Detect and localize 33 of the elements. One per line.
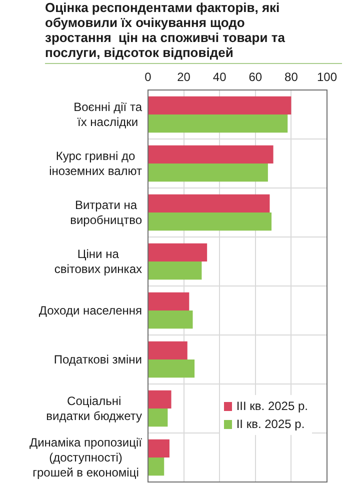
bar [148,458,164,476]
bar [148,194,270,212]
y-tick-label: Податкові зміни [54,352,142,367]
x-tick-label: 80 [284,70,298,84]
x-tick-label: 0 [144,70,152,84]
bar [148,292,190,310]
bar [148,164,268,182]
x-tick-label: 20 [177,70,191,84]
legend-label: III кв. 2025 р. [236,398,308,415]
y-tick-label: Курс гривні до іноземних валют [49,148,142,178]
chart-title: Оцінка респондентами факторів, які обумовили їх очікування щодо зростання цін на споживчі товари та послуги, відсоток відповідей [45,0,286,60]
bar [148,341,188,360]
x-tick-label: 60 [248,70,262,84]
bar [148,114,288,133]
y-tick-label: Динаміка пропозиції (доступності) грошей в економіці [29,435,142,480]
y-tick-label: Соціальні видатки бюджету [46,394,142,424]
bar [148,262,202,280]
bar [148,360,195,378]
bar [148,439,170,458]
y-tick-label: Воєнні дії та їх наслідки [74,100,142,130]
x-tick-label: 40 [212,70,227,84]
bar [148,145,274,164]
y-tick-label: Витрати на виробництво [70,198,142,228]
bar [148,243,208,262]
bar [148,96,292,114]
y-tick-label: Доходи населення [38,303,142,318]
x-tick-label: 100 [316,70,338,84]
y-tick-label: Ціни на світових ринках [54,246,142,276]
legend-label: II кв. 2025 р. [236,416,305,433]
bar [148,310,193,329]
bar [148,212,272,231]
bar [148,408,168,427]
bar [148,390,172,408]
